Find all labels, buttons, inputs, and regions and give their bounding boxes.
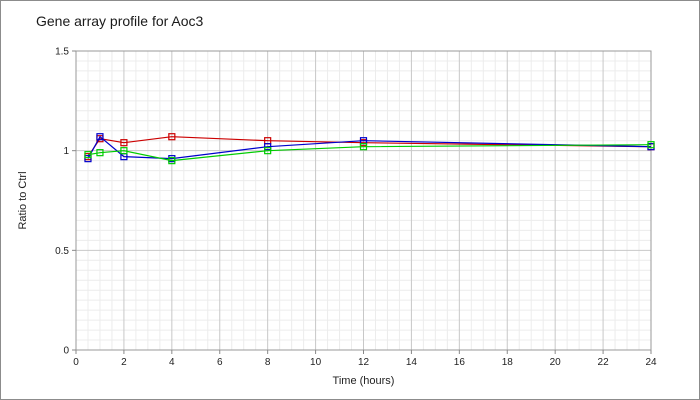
x-tick-label: 22 bbox=[598, 357, 610, 368]
series-1-point bbox=[120, 139, 128, 147]
x-tick-label: 14 bbox=[406, 357, 418, 368]
series-2-line bbox=[87, 135, 652, 160]
y-axis-title: Ratio to Ctrl bbox=[17, 171, 29, 229]
x-axis-title: Time (hours) bbox=[333, 375, 395, 387]
series-2-point bbox=[264, 143, 272, 151]
series-1-point bbox=[168, 133, 176, 141]
x-tick-label: 8 bbox=[265, 357, 271, 368]
series-3-point bbox=[647, 141, 655, 149]
series-3-point bbox=[120, 147, 128, 155]
y-tick-label: 1.5 bbox=[55, 47, 69, 58]
series-1-line bbox=[87, 136, 652, 157]
series-2-point bbox=[84, 155, 92, 163]
y-tick-label: 0 bbox=[63, 346, 69, 357]
x-tick-label: 18 bbox=[502, 357, 514, 368]
series-3-line bbox=[87, 144, 652, 162]
x-tick-label: 12 bbox=[358, 357, 370, 368]
series-3-point bbox=[96, 149, 104, 157]
x-tick-label: 24 bbox=[645, 357, 657, 368]
series-2-point bbox=[96, 133, 104, 141]
series-3-point bbox=[168, 157, 176, 165]
x-tick-label: 4 bbox=[169, 357, 175, 368]
y-tick-label: 0.5 bbox=[55, 246, 69, 257]
series-layer bbox=[84, 133, 655, 165]
x-tick-label: 20 bbox=[550, 357, 562, 368]
series-3-point bbox=[264, 147, 272, 155]
x-axis-ticks: 0 2 4 6 8 10 12 14 16 18 20 22 24 bbox=[73, 350, 657, 368]
chart-title: Gene array profile for Aoc3 bbox=[36, 13, 204, 29]
series-3-point bbox=[359, 143, 368, 151]
y-axis-ticks: 0 0.5 1 1.5 bbox=[55, 47, 76, 357]
series-3-point bbox=[84, 151, 92, 159]
x-tick-label: 16 bbox=[454, 357, 466, 368]
x-tick-label: 0 bbox=[73, 357, 79, 368]
x-tick-label: 2 bbox=[121, 357, 127, 368]
x-tick-label: 6 bbox=[217, 357, 223, 368]
x-tick-label: 10 bbox=[310, 357, 322, 368]
y-tick-label: 1 bbox=[63, 146, 69, 157]
